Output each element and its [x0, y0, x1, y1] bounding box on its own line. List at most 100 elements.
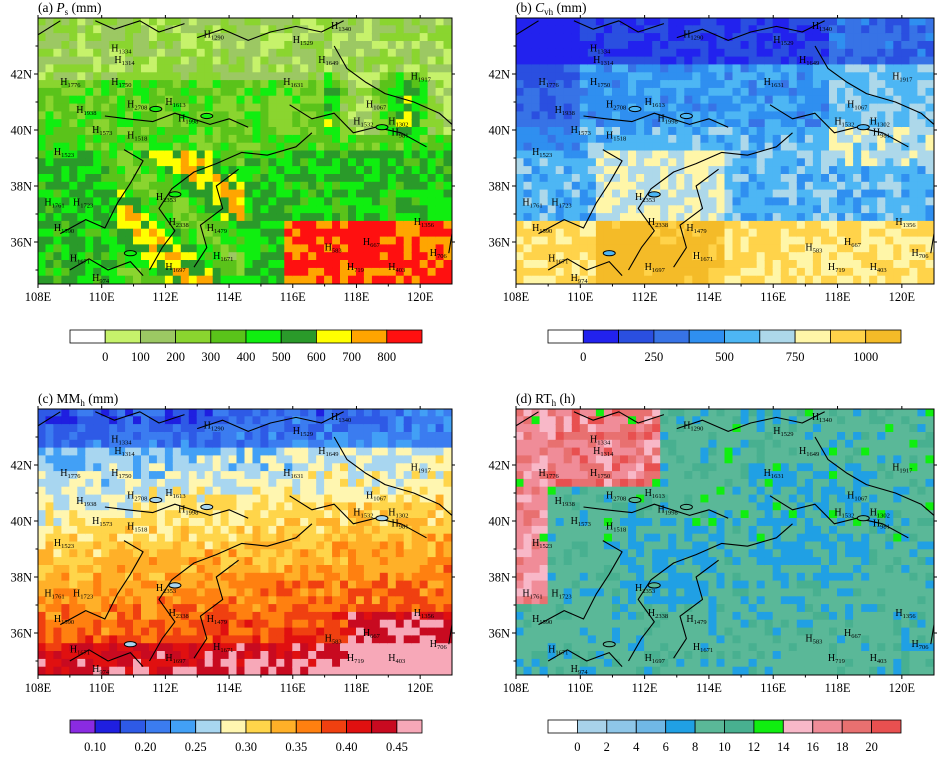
- field-cell: [109, 447, 119, 457]
- field-cell: [308, 56, 318, 66]
- field-cell: [628, 220, 637, 230]
- field-cell: [164, 658, 174, 668]
- field-cell: [284, 80, 294, 89]
- field-cell: [308, 252, 318, 261]
- field-cell: [796, 103, 806, 113]
- field-cell: [276, 260, 286, 269]
- field-cell: [419, 158, 429, 168]
- field-cell: [276, 119, 286, 128]
- field-cell: [395, 87, 405, 97]
- field-cell: [212, 432, 222, 441]
- x-tick-label: 114E: [696, 290, 722, 304]
- field-cell: [595, 275, 605, 284]
- field-cell: [228, 134, 238, 144]
- field-cell: [85, 95, 95, 105]
- field-cell: [379, 103, 389, 113]
- field-cell: [85, 432, 95, 441]
- field-cell: [571, 41, 581, 50]
- field-cell: [853, 174, 863, 183]
- field-cell: [125, 572, 135, 582]
- field-cell: [877, 150, 887, 160]
- field-cell: [172, 95, 182, 105]
- field-cell: [796, 64, 806, 74]
- field-cell: [652, 197, 662, 207]
- field-cell: [821, 18, 830, 27]
- field-cell: [149, 189, 158, 199]
- field-cell: [260, 658, 270, 668]
- field-cell: [38, 87, 47, 97]
- field-cell: [109, 455, 119, 465]
- field-cell: [652, 56, 662, 66]
- field-cell: [595, 103, 605, 113]
- field-cell: [603, 174, 613, 183]
- field-cell: [292, 48, 302, 58]
- field-cell: [829, 174, 838, 183]
- field-cell: [861, 127, 871, 136]
- field-cell: [276, 103, 286, 113]
- field-cell: [244, 244, 254, 254]
- legend-swatch: [175, 329, 212, 344]
- field-cell: [300, 275, 310, 284]
- field-cell: [125, 416, 135, 426]
- field-cell: [300, 95, 310, 105]
- field-cell: [45, 666, 55, 675]
- field-cell: [53, 80, 63, 89]
- field-cell: [708, 197, 718, 207]
- field-cell: [244, 596, 254, 606]
- field-cell: [877, 72, 887, 82]
- field-cell: [636, 174, 646, 183]
- field-cell: [821, 64, 830, 74]
- field-cell: [244, 635, 254, 645]
- field-cell: [101, 486, 111, 496]
- field-cell: [732, 213, 742, 222]
- field-cell: [612, 228, 621, 238]
- field-cell: [196, 244, 206, 254]
- field-cell: [212, 181, 222, 191]
- field-cell: [236, 432, 246, 441]
- field-cell: [61, 565, 71, 574]
- legend-swatch: [547, 329, 584, 344]
- field-cell: [804, 252, 814, 261]
- field-cell: [652, 127, 662, 136]
- field-cell: [117, 189, 127, 199]
- field-cell: [901, 189, 911, 199]
- field-cell: [387, 181, 397, 191]
- field-cell: [252, 596, 262, 606]
- field-cell: [149, 48, 158, 58]
- field-cell: [268, 33, 278, 42]
- field-cell: [308, 111, 318, 121]
- field-cell: [427, 87, 437, 97]
- field-cell: [595, 134, 605, 144]
- field-cell: [133, 502, 142, 512]
- field-cell: [636, 56, 646, 66]
- field-cell: [69, 228, 79, 238]
- field-cell: [395, 267, 405, 277]
- field-cell: [571, 119, 581, 128]
- field-cell: [260, 41, 270, 50]
- field-cell: [748, 205, 758, 215]
- field-cell: [403, 150, 413, 160]
- field-cell: [356, 244, 365, 254]
- field-cell: [220, 111, 230, 121]
- field-cell: [708, 150, 718, 160]
- legend-swatch: [139, 329, 176, 344]
- field-cell: [45, 658, 55, 668]
- field-cell: [316, 627, 326, 637]
- field-cell: [204, 228, 214, 238]
- field-cell: [308, 174, 318, 183]
- field-cell: [395, 64, 405, 74]
- field-cell: [516, 181, 525, 191]
- field-cell: [732, 103, 742, 113]
- field-cell: [172, 174, 182, 183]
- field-cell: [212, 119, 222, 128]
- field-cell: [324, 205, 334, 215]
- field-cell: [403, 181, 413, 191]
- field-cell: [69, 41, 79, 50]
- field-cell: [117, 588, 127, 598]
- field-cell: [244, 409, 254, 418]
- field-cell: [700, 56, 710, 66]
- field-cell: [516, 205, 525, 215]
- field-cell: [443, 252, 452, 261]
- legend-label: 0: [580, 350, 586, 364]
